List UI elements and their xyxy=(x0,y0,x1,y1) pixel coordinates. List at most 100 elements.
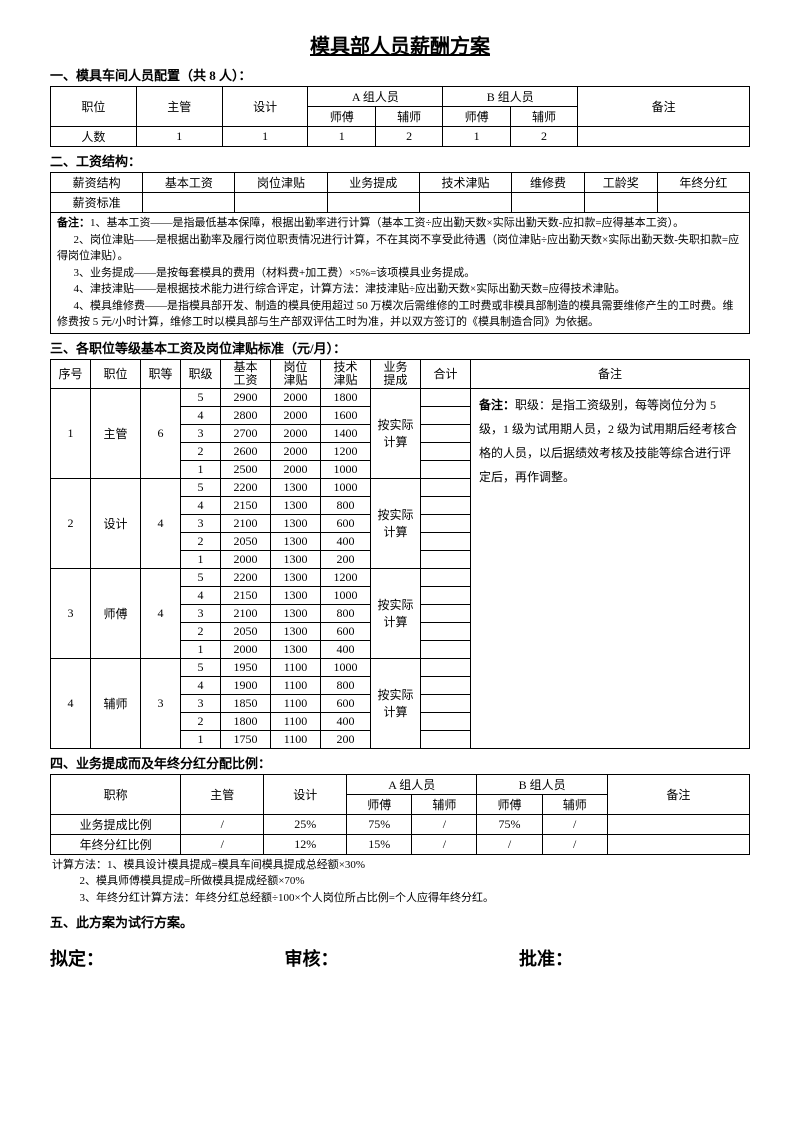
td-tech: 400 xyxy=(321,640,371,658)
td-rank: 3 xyxy=(181,694,221,712)
td-tech: 1000 xyxy=(321,460,371,478)
th: 基本 工资 xyxy=(221,359,271,388)
td-sum xyxy=(421,676,471,694)
td-post: 2000 xyxy=(271,388,321,406)
th: 合计 xyxy=(421,359,471,388)
td-rank: 4 xyxy=(181,676,221,694)
td-sum xyxy=(421,604,471,622)
th-a-asst: 辅师 xyxy=(375,107,442,127)
td-post: 2000 xyxy=(271,424,321,442)
signature-row: 拟定： 审核： 批准： xyxy=(50,945,750,971)
td-sum xyxy=(421,514,471,532)
td-post: 1100 xyxy=(271,694,321,712)
th: 业务 提成 xyxy=(371,359,421,388)
td-post: 2000 xyxy=(271,460,321,478)
td-rank: 4 xyxy=(181,406,221,424)
sig-approve: 批准： xyxy=(519,945,750,971)
th: 备注 xyxy=(607,774,749,814)
section4-calc: 计算方法：1、模具设计模具提成=模具车间模具提成总经额×30% 2、模具师傅模具… xyxy=(50,855,750,909)
th: 辅师 xyxy=(542,794,607,814)
td-tech: 1200 xyxy=(321,442,371,460)
th-a-master: 师傅 xyxy=(308,107,375,127)
td-tech: 1400 xyxy=(321,424,371,442)
td-post: 1300 xyxy=(271,586,321,604)
th: 维修费 xyxy=(512,173,585,193)
th: 辅师 xyxy=(412,794,477,814)
th: 技术 津贴 xyxy=(321,359,371,388)
td-tech: 1000 xyxy=(321,478,371,496)
td-base: 2050 xyxy=(221,532,271,550)
td-tech: 400 xyxy=(321,712,371,730)
td-pos: 辅师 xyxy=(91,658,141,748)
td-base: 2000 xyxy=(221,640,271,658)
td-biz: 按实际 计算 xyxy=(371,388,421,478)
td: 2 xyxy=(510,127,577,147)
th-group-a: A 组人员 xyxy=(308,87,443,107)
td-post: 2000 xyxy=(271,406,321,424)
page-title: 模具部人员薪酬方案 xyxy=(50,30,750,59)
td-sum xyxy=(421,694,471,712)
td-sum xyxy=(421,388,471,406)
th: 岗位 津贴 xyxy=(271,359,321,388)
td-sum xyxy=(421,568,471,586)
th-b-asst: 辅师 xyxy=(510,107,577,127)
td-base: 2900 xyxy=(221,388,271,406)
td-rank: 2 xyxy=(181,442,221,460)
td-tech: 800 xyxy=(321,496,371,514)
td-rank: 5 xyxy=(181,568,221,586)
td-post: 1300 xyxy=(271,640,321,658)
td-base: 2150 xyxy=(221,496,271,514)
th: 年终分红 xyxy=(657,173,749,193)
td-base: 1900 xyxy=(221,676,271,694)
td: 2 xyxy=(375,127,442,147)
td-post: 1300 xyxy=(271,496,321,514)
td-tech: 1600 xyxy=(321,406,371,424)
td-sum xyxy=(421,532,471,550)
td-base: 2700 xyxy=(221,424,271,442)
td-post: 1300 xyxy=(271,550,321,568)
td: 1 xyxy=(222,127,308,147)
td-tech: 600 xyxy=(321,622,371,640)
td: 年终分红比例 xyxy=(51,834,181,854)
td xyxy=(578,127,750,147)
td-tech: 1000 xyxy=(321,586,371,604)
td: 1 xyxy=(443,127,510,147)
td-count: 人数 xyxy=(51,127,137,147)
td-base: 2100 xyxy=(221,514,271,532)
td-rank: 1 xyxy=(181,730,221,748)
table-salary-structure: 薪资结构 基本工资 岗位津贴 业务提成 技术津贴 维修费 工龄奖 年终分红 薪资… xyxy=(50,172,750,213)
td-rank: 5 xyxy=(181,658,221,676)
section5-heading: 五、此方案为试行方案。 xyxy=(50,912,750,931)
td-post: 1300 xyxy=(271,514,321,532)
td-base: 2600 xyxy=(221,442,271,460)
td-sum xyxy=(421,442,471,460)
th: 职位 xyxy=(91,359,141,388)
th: 职级 xyxy=(181,359,221,388)
td-rank: 1 xyxy=(181,640,221,658)
td-base: 2050 xyxy=(221,622,271,640)
td-tech: 600 xyxy=(321,514,371,532)
td-rank: 3 xyxy=(181,514,221,532)
td-post: 1300 xyxy=(271,568,321,586)
th: 职称 xyxy=(51,774,181,814)
sig-draft: 拟定： xyxy=(50,945,281,971)
td-rank: 2 xyxy=(181,532,221,550)
td-base: 1750 xyxy=(221,730,271,748)
td: 业务提成比例 xyxy=(51,814,181,834)
td-sum xyxy=(421,406,471,424)
td-rank: 3 xyxy=(181,424,221,442)
section2-notes: 备注：1、基本工资——是指最低基本保障，根据出勤率进行计算（基本工资÷应出勤天数… xyxy=(50,213,750,334)
td-pos: 师傅 xyxy=(91,568,141,658)
td-biz: 按实际 计算 xyxy=(371,568,421,658)
td-sum xyxy=(421,712,471,730)
th: 主管 xyxy=(181,774,264,814)
td-biz: 按实际 计算 xyxy=(371,478,421,568)
th: 职等 xyxy=(141,359,181,388)
sig-review: 审核： xyxy=(285,945,516,971)
th-mgr: 主管 xyxy=(136,87,222,127)
td-base: 2500 xyxy=(221,460,271,478)
td-rank: 1 xyxy=(181,550,221,568)
th: 业务提成 xyxy=(327,173,419,193)
table-staffing: 职位 主管 设计 A 组人员 B 组人员 备注 师傅 辅师 师傅 辅师 人数 1… xyxy=(50,86,750,147)
th: B 组人员 xyxy=(477,774,607,794)
